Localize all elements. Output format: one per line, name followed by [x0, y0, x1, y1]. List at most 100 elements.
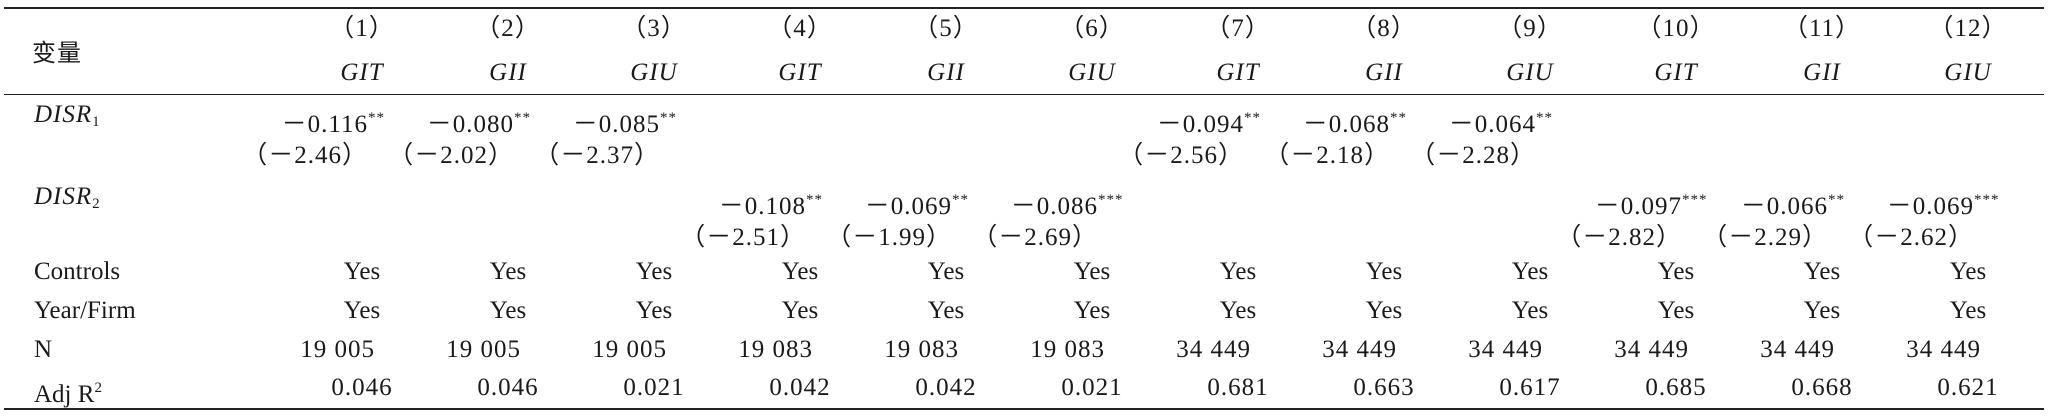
adjr2-value-12: 0.621 — [1937, 374, 1999, 401]
disr2-significance-stars: *** — [1098, 192, 1124, 208]
disr1-tstat-3: （－2.37） — [534, 142, 660, 169]
col-number-8: （8） — [1351, 15, 1417, 42]
disr2-significance-stars: ** — [952, 192, 969, 208]
disr1-coef-value: －0.080 — [426, 111, 514, 138]
controls-value-9: Yes — [1511, 258, 1549, 285]
col-number-1: （1） — [329, 15, 395, 42]
controls-value-2: Yes — [489, 258, 527, 285]
yearfirm-value-11: Yes — [1803, 297, 1841, 324]
disr2-coef-11: －0.066** — [1741, 185, 1858, 222]
col-number-6: （6） — [1059, 15, 1125, 42]
adjr2-value-5: 0.042 — [915, 374, 977, 401]
dep-var-4: GIT — [778, 59, 822, 86]
yearfirm-value-4: Yes — [781, 297, 819, 324]
dep-var-3: GIU — [630, 59, 678, 86]
disr1-coef-value: －0.068 — [1302, 111, 1390, 138]
dep-var-9: GIU — [1506, 59, 1554, 86]
adjr2-label-text: Adj R — [34, 381, 95, 408]
yearfirm-value-3: Yes — [635, 297, 673, 324]
controls-value-6: Yes — [1073, 258, 1111, 285]
adjr2-value-10: 0.685 — [1645, 374, 1707, 401]
adjr2-value-9: 0.617 — [1499, 374, 1561, 401]
disr2-coef-value: －0.069 — [1886, 193, 1974, 220]
yearfirm-value-2: Yes — [489, 297, 527, 324]
disr2-tstat-6: （－2.69） — [972, 224, 1098, 251]
dep-var-5: GII — [927, 59, 965, 86]
controls-value-4: Yes — [781, 258, 819, 285]
disr2-coef-5: －0.069** — [865, 185, 982, 222]
disr2-coef-12: －0.069*** — [1887, 185, 2004, 222]
dep-var-2: GII — [489, 59, 527, 86]
disr1-significance-stars: ** — [1536, 110, 1553, 126]
n-value-7: 34 449 — [1176, 336, 1251, 363]
controls-value-3: Yes — [635, 258, 673, 285]
controls-value-1: Yes — [343, 258, 381, 285]
row-label-yearfirm: Year/Firm — [34, 297, 136, 324]
disr1-coef-value: －0.094 — [1156, 111, 1244, 138]
adjr2-value-11: 0.668 — [1791, 374, 1853, 401]
adjr2-value-7: 0.681 — [1207, 374, 1269, 401]
top-rule — [4, 7, 2044, 9]
dep-var-8: GII — [1365, 59, 1403, 86]
disr1-coef-8: －0.068** — [1303, 103, 1420, 140]
dep-var-1: GIT — [340, 59, 384, 86]
disr2-label-sub: 2 — [92, 196, 100, 212]
disr1-coef-3: －0.085** — [573, 103, 690, 140]
disr2-tstat-4: （－2.51） — [680, 224, 806, 251]
dep-var-12: GIU — [1944, 59, 1992, 86]
disr1-label-text: DISR — [34, 101, 93, 128]
disr1-coef-value: －0.116 — [281, 111, 368, 138]
dep-var-11: GII — [1803, 59, 1841, 86]
yearfirm-value-12: Yes — [1949, 297, 1987, 324]
disr1-coef-value: －0.085 — [572, 111, 660, 138]
disr2-coef-value: －0.108 — [718, 193, 806, 220]
disr2-coef-value: －0.086 — [1010, 193, 1098, 220]
n-value-9: 34 449 — [1468, 336, 1543, 363]
row-label-adjr2: Adj R2 — [34, 373, 102, 410]
n-value-10: 34 449 — [1614, 336, 1689, 363]
yearfirm-value-9: Yes — [1511, 297, 1549, 324]
disr2-tstat-5: （－1.99） — [826, 224, 952, 251]
disr1-significance-stars: ** — [1244, 110, 1261, 126]
disr1-tstat-2: （－2.02） — [388, 142, 514, 169]
header-variable-label: 变量 — [32, 39, 82, 67]
disr1-tstat-7: （－2.56） — [1118, 142, 1244, 169]
controls-value-7: Yes — [1219, 258, 1257, 285]
col-number-2: （2） — [475, 15, 541, 42]
disr2-significance-stars: ** — [806, 192, 823, 208]
row-label-controls: Controls — [34, 258, 121, 285]
controls-value-8: Yes — [1365, 258, 1403, 285]
disr1-coef-1: －0.116** — [282, 103, 398, 140]
n-value-6: 19 083 — [1030, 336, 1105, 363]
header-rule — [4, 94, 2044, 95]
disr1-coef-9: －0.064** — [1449, 103, 1566, 140]
adjr2-label-sup: 2 — [94, 380, 102, 396]
disr1-coef-2: －0.080** — [427, 103, 544, 140]
controls-value-5: Yes — [927, 258, 965, 285]
disr1-significance-stars: ** — [1390, 110, 1407, 126]
adjr2-value-1: 0.046 — [331, 374, 393, 401]
disr1-coef-7: －0.094** — [1157, 103, 1274, 140]
disr1-significance-stars: ** — [514, 110, 531, 126]
n-value-4: 19 083 — [738, 336, 813, 363]
disr2-label-text: DISR — [34, 183, 93, 210]
disr1-tstat-1: （－2.46） — [242, 142, 368, 169]
col-number-9: （9） — [1497, 15, 1563, 42]
disr2-coef-4: －0.108** — [719, 185, 836, 222]
col-number-11: （11） — [1782, 15, 1862, 42]
disr2-coef-6: －0.086*** — [1011, 185, 1128, 222]
disr2-significance-stars: *** — [1974, 192, 2000, 208]
disr2-coef-value: －0.066 — [1740, 193, 1828, 220]
disr2-tstat-10: （－2.82） — [1556, 224, 1682, 251]
disr2-tstat-11: （－2.29） — [1702, 224, 1828, 251]
controls-value-11: Yes — [1803, 258, 1841, 285]
adjr2-value-4: 0.042 — [769, 374, 831, 401]
n-value-2: 19 005 — [446, 336, 521, 363]
disr1-label-sub: 1 — [92, 114, 100, 130]
dep-var-10: GIT — [1654, 59, 1698, 86]
yearfirm-value-5: Yes — [927, 297, 965, 324]
col-number-12: （12） — [1928, 15, 2008, 42]
n-value-12: 34 449 — [1906, 336, 1981, 363]
dep-var-7: GIT — [1216, 59, 1260, 86]
row-label-disr2: DISR2 — [34, 182, 100, 219]
